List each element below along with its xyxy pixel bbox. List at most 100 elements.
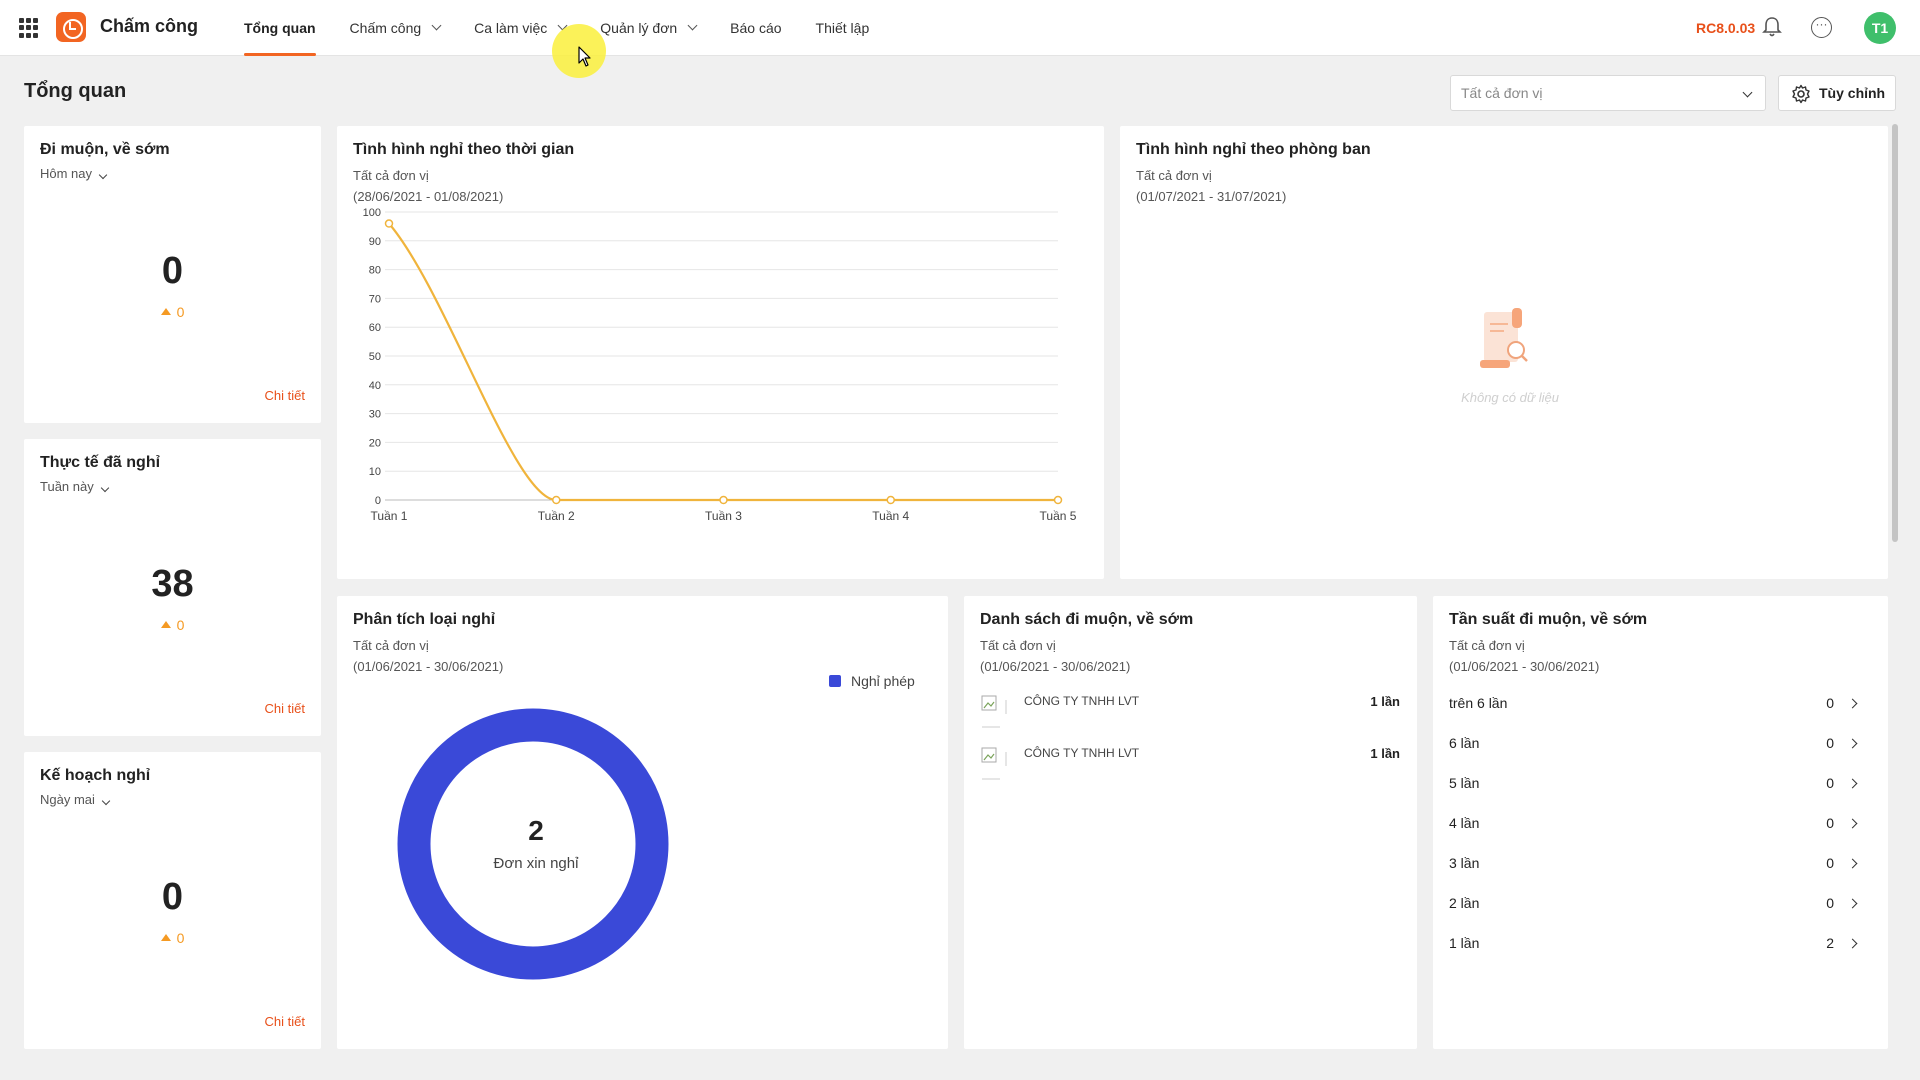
- stat-value: 0: [161, 876, 184, 918]
- y-tick-label: 60: [369, 322, 381, 334]
- period-label: Tuần này: [40, 479, 94, 494]
- detail-link[interactable]: Chi tiết: [264, 1014, 305, 1029]
- stat-delta: 0: [24, 617, 321, 633]
- period-select[interactable]: Tuần này: [40, 479, 109, 494]
- y-tick-label: 20: [369, 437, 381, 449]
- card-unit: Tất cả đơn vị: [353, 638, 429, 653]
- chevron-right-icon: [1847, 698, 1858, 709]
- chevron-right-icon: [1847, 858, 1858, 869]
- chevron-right-icon: [1847, 738, 1858, 749]
- line-chart: 0 10 20 30 40 50 60 70 80 90 100 Tuần 1 Tuần 2 Tuần 3…: [363, 207, 1077, 523]
- list-item[interactable]: CÔNG TY TNHH LVT 1 lần: [980, 746, 1400, 786]
- x-tick-label: Tuần 3: [705, 509, 742, 523]
- nav-label: Báo cáo: [730, 20, 782, 36]
- frequency-row[interactable]: 5 lần 0: [1449, 775, 1862, 795]
- customize-label: Tùy chỉnh: [1819, 85, 1886, 101]
- frequency-label: 5 lần: [1449, 775, 1480, 791]
- top-bar: Chấm công Tổng quan Chấm công Ca làm việ…: [0, 0, 1920, 56]
- frequency-row[interactable]: trên 6 lần 0: [1449, 695, 1862, 715]
- frequency-value: 0: [1826, 855, 1834, 871]
- chevron-down-icon: [101, 796, 111, 806]
- apps-grid-icon[interactable]: [19, 18, 39, 38]
- nav-label: Thiết lập: [815, 20, 870, 36]
- company-image-icon: [981, 747, 1007, 780]
- unit-select-placeholder: Tất cả đơn vị: [1461, 85, 1543, 101]
- no-data-icon: [1480, 308, 1528, 368]
- card-title: Danh sách đi muộn, về sớm: [980, 611, 1194, 628]
- y-tick-label: 40: [369, 380, 381, 392]
- detail-link[interactable]: Chi tiết: [264, 388, 305, 403]
- nav-ca-lam-viec[interactable]: Ca làm việc: [474, 0, 568, 56]
- stat-card-late-early: Đi muộn, về sớm Hôm nay 0 0 Chi tiết: [24, 126, 321, 423]
- arrow-up-icon: [160, 621, 171, 628]
- card-title: Phân tích loại nghỉ: [353, 611, 496, 628]
- frequency-label: trên 6 lần: [1449, 695, 1508, 711]
- data-point: [886, 495, 895, 505]
- scrollbar[interactable]: [1892, 124, 1898, 542]
- frequency-value: 0: [1826, 695, 1834, 711]
- chart-legend[interactable]: Nghỉ phép: [829, 673, 915, 689]
- data-point: [719, 495, 728, 505]
- chevron-down-icon: [687, 20, 698, 31]
- app-name: Chấm công: [100, 16, 199, 36]
- chevron-down-icon: [1742, 87, 1753, 98]
- frequency-label: 6 lần: [1449, 735, 1480, 751]
- series-line: [388, 222, 1059, 502]
- chevron-right-icon: [1847, 778, 1858, 789]
- company-image-icon: [981, 695, 1007, 728]
- frequency-value: 0: [1826, 895, 1834, 911]
- version-label: RC8.0.03: [1696, 20, 1756, 36]
- bell-icon[interactable]: [1762, 16, 1782, 38]
- x-tick-label: Tuần 1: [371, 509, 408, 523]
- x-tick-label: Tuần 4: [872, 509, 909, 523]
- mouse-cursor-icon: [578, 46, 591, 67]
- chevron-down-icon: [100, 483, 109, 493]
- late-frequency-card: Tần suất đi muộn, về sớm Tất cả đơn vị (…: [1433, 596, 1888, 1049]
- frequency-value: 0: [1826, 735, 1834, 751]
- stat-delta: 0: [24, 930, 321, 946]
- chevron-right-icon: [1847, 898, 1858, 909]
- frequency-label: 3 lần: [1449, 855, 1480, 871]
- frequency-row[interactable]: 6 lần 0: [1449, 735, 1862, 755]
- card-unit: Tất cả đơn vị: [1136, 168, 1212, 183]
- period-select[interactable]: Ngày mai: [40, 792, 111, 807]
- nav-cham-cong[interactable]: Chấm công: [349, 0, 442, 56]
- unit-select[interactable]: Tất cả đơn vị: [1450, 75, 1766, 111]
- frequency-row[interactable]: 4 lần 0: [1449, 815, 1862, 835]
- card-title: Tần suất đi muộn, về sớm: [1449, 611, 1648, 628]
- chevron-down-icon: [431, 20, 442, 31]
- leave-by-department-card: Tình hình nghỉ theo phòng ban Tất cả đơn…: [1120, 126, 1888, 579]
- card-unit: Tất cả đơn vị: [1449, 638, 1525, 653]
- list-item[interactable]: CÔNG TY TNHH LVT 1 lần: [980, 694, 1400, 734]
- frequency-row[interactable]: 2 lần 0: [1449, 895, 1862, 915]
- stat-value: 38: [151, 563, 194, 605]
- nav-quan-ly-don[interactable]: Quản lý đơn: [600, 0, 698, 56]
- nav-label: Quản lý đơn: [600, 20, 678, 36]
- card-unit: Tất cả đơn vị: [353, 168, 429, 183]
- nav-bao-cao[interactable]: Báo cáo: [730, 0, 781, 56]
- stat-value: 0: [161, 250, 184, 292]
- delta-value: 0: [176, 304, 185, 320]
- frequency-row[interactable]: 1 lần 2: [1449, 935, 1862, 955]
- frequency-value: 2: [1826, 935, 1834, 951]
- card-range: (28/06/2021 - 01/08/2021): [353, 189, 504, 204]
- detail-link[interactable]: Chi tiết: [264, 701, 305, 716]
- nav-tong-quan[interactable]: Tổng quan: [244, 0, 316, 56]
- donut-center-label: Đơn xin nghỉ: [493, 855, 579, 872]
- more-icon[interactable]: ···: [1811, 17, 1832, 38]
- frequency-label: 4 lần: [1449, 815, 1480, 831]
- nav-thiet-lap[interactable]: Thiết lập: [816, 0, 870, 56]
- late-count: 1 lần: [1370, 694, 1400, 709]
- customize-button[interactable]: Tùy chỉnh: [1778, 75, 1896, 111]
- chevron-right-icon: [1847, 938, 1858, 949]
- frequency-row[interactable]: 3 lần 0: [1449, 855, 1862, 875]
- avatar[interactable]: T1: [1864, 12, 1896, 44]
- frequency-label: 2 lần: [1449, 895, 1480, 911]
- card-title: Đi muộn, về sớm: [40, 141, 170, 158]
- nav-label: Chấm công: [349, 20, 422, 36]
- period-select[interactable]: Hôm nay: [40, 166, 108, 181]
- y-tick-label: 10: [369, 466, 381, 478]
- nav-label: Ca làm việc: [474, 20, 548, 36]
- delta-value: 0: [176, 930, 185, 946]
- arrow-up-icon: [160, 934, 171, 941]
